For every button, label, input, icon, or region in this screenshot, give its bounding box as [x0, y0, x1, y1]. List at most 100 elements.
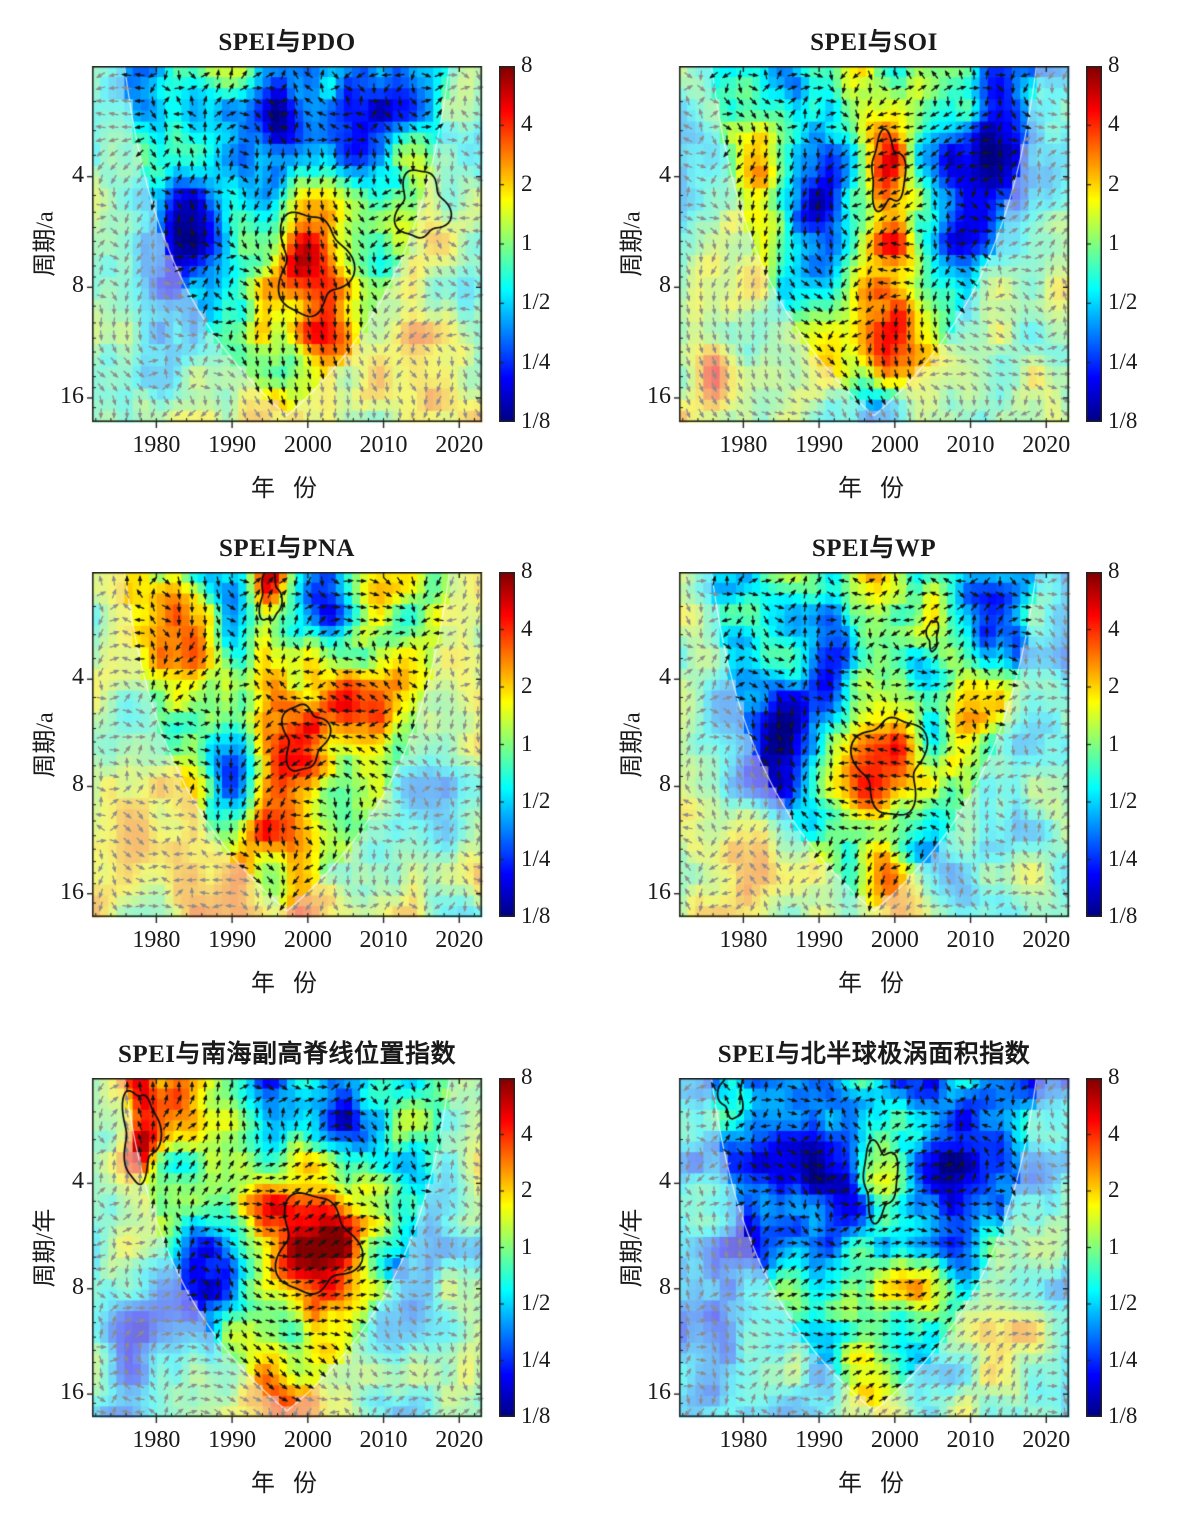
x-axis-label: 年 份: [838, 476, 910, 502]
wavelet-heatmap-canvas: [673, 66, 1075, 431]
wavelet-panel-polar-vortex: SPEI与北半球极涡面积指数 周期/年 年 份 1980 1990 2000 2010…: [587, 1012, 1184, 1518]
y-tick-label: 16: [60, 382, 84, 409]
y-axis-label: 周期/a: [619, 211, 646, 277]
colorbar-tick-label: 1: [521, 230, 533, 255]
x-axis-label: 年 份: [251, 1471, 323, 1497]
wavelet-panel-pna: SPEI与PNA 周期/a 年 份 1980 1990 2000 2010 2020 4 8…: [0, 506, 597, 1012]
y-tick-label: 8: [659, 1273, 671, 1300]
x-tick-label: 2010: [359, 1427, 408, 1453]
colorbar-tick-label: 1/2: [521, 788, 551, 813]
x-tick-label: 2020: [435, 927, 484, 953]
x-tick-label: 1990: [208, 1427, 257, 1453]
colorbar-tick-label: 4: [1108, 111, 1120, 137]
x-tick-label: 1990: [795, 927, 844, 953]
wavelet-heatmap-canvas: [86, 66, 488, 431]
colorbar-canvas: [1086, 1078, 1102, 1417]
x-tick-label: 2000: [870, 432, 919, 458]
colorbar-tick-label: 4: [1108, 1120, 1120, 1146]
colorbar-tick-label: 1/8: [521, 1403, 551, 1428]
colorbar-tick-label: 1/8: [521, 408, 551, 433]
x-tick-label: 2010: [946, 432, 995, 458]
panel-title: SPEI与北半球极涡面积指数: [717, 1041, 1031, 1068]
panel-title: SPEI与南海副高脊线位置指数: [117, 1041, 457, 1068]
x-tick-label: 2020: [1022, 927, 1071, 953]
colorbar-tick-label: 2: [521, 170, 533, 196]
x-tick-label: 2000: [283, 1427, 332, 1453]
x-axis-label: 年 份: [251, 476, 323, 502]
y-tick-label: 8: [659, 771, 671, 798]
colorbar-tick-label: 1/2: [521, 1290, 551, 1315]
colorbar-tick-label: 1/8: [1108, 408, 1138, 433]
x-tick-label: 1980: [132, 927, 181, 953]
colorbar-tick-label: 1/4: [521, 845, 551, 871]
colorbar-tick-label: 8: [1108, 1064, 1120, 1089]
colorbar-tick-label: 1: [1108, 230, 1120, 255]
colorbar-tick-label: 8: [1108, 52, 1120, 77]
colorbar-tick-label: 1/2: [1108, 289, 1138, 315]
y-tick-label: 8: [659, 272, 671, 299]
colorbar-tick-label: 8: [521, 558, 533, 583]
x-tick-label: 1990: [208, 927, 257, 953]
wavelet-panel-pdo: SPEI与PDO 周期/a 年 份 1980 1990 2000 2010 2020 4 8…: [0, 0, 597, 506]
colorbar-tick-label: 8: [521, 52, 533, 77]
x-axis-label: 年 份: [838, 971, 910, 997]
x-tick-label: 1980: [719, 432, 768, 458]
y-tick-label: 16: [647, 878, 671, 905]
colorbar-tick-label: 4: [521, 1120, 533, 1146]
wavelet-panel-scs-ridge: SPEI与南海副高脊线位置指数 周期/年 年 份 1980 1990 2000 201…: [0, 1012, 597, 1518]
x-tick-label: 2010: [359, 432, 408, 458]
y-axis-label: 周期/a: [32, 711, 59, 778]
x-axis-label: 年 份: [838, 1471, 910, 1497]
y-tick-label: 16: [60, 1379, 84, 1406]
y-axis-label: 周期/a: [32, 211, 59, 277]
x-tick-label: 1980: [719, 927, 768, 953]
y-tick-label: 4: [659, 161, 671, 188]
colorbar-tick-label: 1/4: [521, 1346, 551, 1372]
colorbar-tick-label: 2: [521, 673, 533, 698]
y-tick-label: 4: [72, 1168, 84, 1195]
y-tick-label: 8: [72, 272, 84, 299]
x-tick-label: 2020: [1022, 1427, 1071, 1453]
y-tick-label: 4: [72, 161, 84, 188]
panel-title: SPEI与PDO: [218, 29, 356, 56]
colorbar-tick-label: 1/2: [1108, 788, 1138, 813]
colorbar-canvas: [499, 66, 515, 422]
colorbar-tick-label: 1/2: [1108, 1290, 1138, 1315]
panel-title: SPEI与PNA: [219, 535, 355, 562]
wavelet-heatmap-canvas: [673, 572, 1075, 926]
colorbar-tick-label: 2: [1108, 170, 1120, 196]
colorbar-tick-label: 4: [521, 111, 533, 137]
wavelet-panel-soi: SPEI与SOI 周期/a 年 份 1980 1990 2000 2010 2020 4 8…: [587, 0, 1184, 506]
x-tick-label: 2020: [435, 1427, 484, 1453]
colorbar-tick-label: 1: [1108, 1233, 1120, 1259]
panel-title: SPEI与WP: [811, 535, 937, 562]
wavelet-panel-wp: SPEI与WP 周期/a 年 份 1980 1990 2000 2010 2020 4 8 1…: [587, 506, 1184, 1012]
y-tick-label: 4: [659, 1168, 671, 1195]
x-tick-label: 2000: [870, 1427, 919, 1453]
wavelet-heatmap-canvas: [673, 1078, 1075, 1426]
colorbar-canvas: [499, 1078, 515, 1417]
x-tick-label: 2010: [946, 1427, 995, 1453]
y-tick-label: 4: [659, 664, 671, 691]
colorbar-tick-label: 2: [1108, 1177, 1120, 1202]
colorbar-tick-label: 1/4: [1108, 1346, 1138, 1372]
colorbar-tick-label: 1/8: [1108, 1403, 1138, 1428]
colorbar-canvas: [499, 572, 515, 917]
colorbar-tick-label: 8: [521, 1064, 533, 1089]
colorbar-tick-label: 1/8: [1108, 903, 1138, 928]
x-tick-label: 1990: [795, 432, 844, 458]
colorbar-tick-label: 1/4: [1108, 845, 1138, 871]
colorbar-tick-label: 1/4: [1108, 348, 1138, 374]
x-tick-label: 2000: [283, 927, 332, 953]
colorbar-tick-label: 1/4: [521, 348, 551, 374]
y-tick-label: 16: [647, 382, 671, 409]
colorbar-canvas: [1086, 572, 1102, 917]
y-tick-label: 4: [72, 664, 84, 691]
colorbar-tick-label: 1: [521, 730, 533, 756]
y-tick-label: 16: [60, 878, 84, 905]
x-tick-label: 2020: [1022, 432, 1071, 458]
x-tick-label: 2000: [870, 927, 919, 953]
x-tick-label: 2000: [283, 432, 332, 458]
colorbar-tick-label: 1/2: [521, 289, 551, 315]
colorbar-tick-label: 1: [521, 1233, 533, 1259]
